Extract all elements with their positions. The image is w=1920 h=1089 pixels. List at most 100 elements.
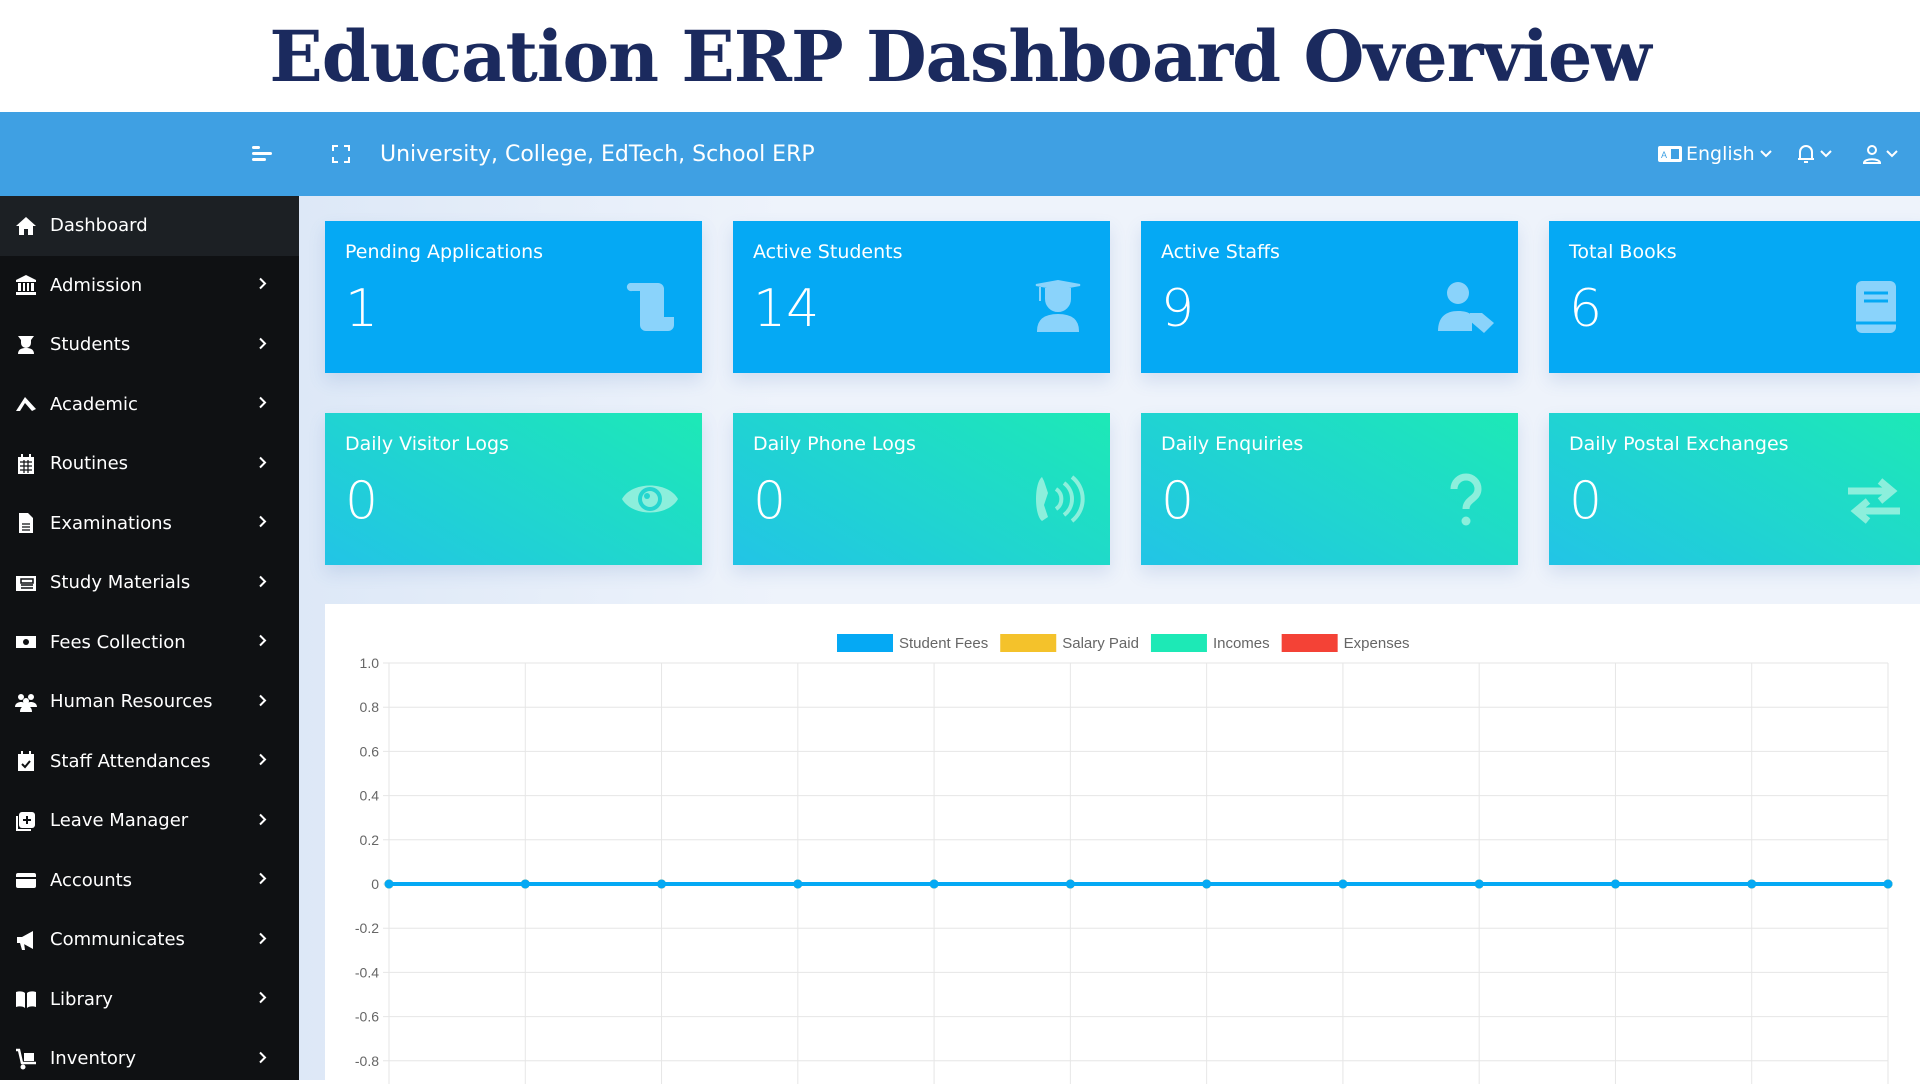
sidebar-item-label: Examinations <box>50 512 172 534</box>
chevron-right-icon <box>258 870 268 891</box>
stat-card-value: 0 <box>753 471 787 531</box>
stat-card-daily-phone-logs[interactable]: Daily Phone Logs 0 <box>733 413 1110 565</box>
university-icon <box>0 274 50 296</box>
legend-swatch[interactable] <box>1150 634 1207 652</box>
data-point[interactable] <box>793 879 803 889</box>
eye-icon <box>622 485 678 513</box>
sidebar-item-label: Staff Attendances <box>50 750 211 772</box>
user-icon <box>1862 145 1882 164</box>
line-chart: 1.0 0.8 0.6 0.4 0.2 0 -0.2 -0.4 -0.6 -0.8 Student … <box>355 634 1893 1084</box>
file-icon <box>0 512 50 534</box>
legend-label[interactable]: Expenses <box>1344 635 1410 652</box>
stat-card-active-students[interactable]: Active Students 14 <box>733 221 1110 373</box>
page-title: Education ERP Dashboard Overview <box>269 14 1651 98</box>
legend-label[interactable]: Student Fees <box>899 635 988 652</box>
fullscreen-icon[interactable] <box>330 112 352 196</box>
sidebar-item-students[interactable]: Students <box>0 315 299 375</box>
stat-card-title: Daily Enquiries <box>1161 433 1304 455</box>
bullhorn-icon <box>0 929 50 951</box>
user-menu-button[interactable] <box>1862 112 1899 196</box>
y-tick-label: -0.4 <box>355 964 379 980</box>
calendar-check-icon <box>0 750 50 772</box>
chevron-right-icon <box>258 513 268 534</box>
stat-card-value: 9 <box>1161 279 1195 339</box>
data-point[interactable] <box>1338 879 1348 889</box>
stat-card-daily-enquiries[interactable]: Daily Enquiries 0 <box>1141 413 1518 565</box>
language-dropdown[interactable]: A English <box>1658 112 1773 196</box>
stat-card-value: 0 <box>1569 471 1603 531</box>
language-label: English <box>1686 143 1755 165</box>
y-tick-label: 0.6 <box>360 743 380 759</box>
graduate-icon <box>1035 279 1081 332</box>
sidebar-item-inventory[interactable]: Inventory <box>0 1029 299 1089</box>
sidebar-item-library[interactable]: Library <box>0 970 299 1030</box>
sidebar-item-label: Students <box>50 334 131 356</box>
data-point[interactable] <box>384 879 394 889</box>
stat-card-active-staffs[interactable]: Active Staffs 9 <box>1141 221 1518 373</box>
finance-chart-panel: 1.0 0.8 0.6 0.4 0.2 0 -0.2 -0.4 -0.6 -0.8 Student … <box>325 604 1920 1084</box>
legend-label[interactable]: Incomes <box>1213 635 1270 652</box>
sidebar-item-study-materials[interactable]: Study Materials <box>0 553 299 613</box>
chevron-down-icon <box>1820 150 1832 158</box>
sidebar-item-admission[interactable]: Admission <box>0 256 299 316</box>
data-point[interactable] <box>1610 879 1620 889</box>
notifications-button[interactable] <box>1796 112 1833 196</box>
chevron-right-icon <box>258 453 268 474</box>
stat-card-total-books[interactable]: Total Books 6 <box>1549 221 1920 373</box>
y-tick-label: 0.2 <box>360 832 380 848</box>
svg-text:A: A <box>1661 150 1667 160</box>
data-point[interactable] <box>1065 879 1075 889</box>
data-point[interactable] <box>1202 879 1212 889</box>
sidebar-item-communicates[interactable]: Communicates <box>0 910 299 970</box>
stat-card-value: 6 <box>1569 279 1603 339</box>
data-point[interactable] <box>520 879 530 889</box>
data-point[interactable] <box>1883 879 1893 889</box>
data-point[interactable] <box>1474 879 1484 889</box>
sidebar-item-dashboard[interactable]: Dashboard <box>0 196 299 256</box>
sidebar-item-label: Accounts <box>50 869 133 891</box>
y-tick-label: 1.0 <box>360 655 380 671</box>
sidebar-item-routines[interactable]: Routines <box>0 434 299 494</box>
sidebar-item-leave-manager[interactable]: Leave Manager <box>0 791 299 851</box>
data-point[interactable] <box>657 879 667 889</box>
stat-card-value: 0 <box>1161 471 1195 531</box>
user-tag-icon <box>1438 282 1494 333</box>
y-tick-label: -0.8 <box>355 1053 379 1069</box>
legend-label[interactable]: Salary Paid <box>1062 635 1139 652</box>
stat-card-title: Active Students <box>753 241 903 263</box>
legend-swatch[interactable] <box>837 634 893 652</box>
data-point[interactable] <box>929 879 939 889</box>
stat-card-pending-applications[interactable]: Pending Applications 1 <box>325 221 702 373</box>
chevron-right-icon <box>258 275 268 296</box>
sidebar-item-label: Inventory <box>50 1048 136 1070</box>
data-point[interactable] <box>1747 879 1757 889</box>
legend-swatch[interactable] <box>1000 634 1057 652</box>
sidebar-item-label: Human Resources <box>50 691 213 713</box>
stat-card-title: Active Staffs <box>1161 241 1280 263</box>
top-navbar: University, College, EdTech, School ERP … <box>0 112 1920 196</box>
y-tick-label: -0.2 <box>355 920 379 936</box>
y-tick-label: 0.4 <box>360 788 380 804</box>
sidebar-item-staff-attendances[interactable]: Staff Attendances <box>0 732 299 792</box>
language-icon: A <box>1658 146 1682 162</box>
legend-swatch[interactable] <box>1281 634 1338 652</box>
y-tick-label: 0 <box>371 876 379 892</box>
stat-card-daily-postal-exchanges[interactable]: Daily Postal Exchanges 0 <box>1549 413 1920 565</box>
bell-icon <box>1798 145 1814 163</box>
chevron-right-icon <box>258 929 268 950</box>
sidebar-item-human-resources[interactable]: Human Resources <box>0 672 299 732</box>
chevron-right-icon <box>258 572 268 593</box>
sidebar-item-fees-collection[interactable]: Fees Collection <box>0 613 299 673</box>
money-icon <box>0 631 50 653</box>
sidebar-item-label: Routines <box>50 453 129 475</box>
stat-card-daily-visitor-logs[interactable]: Daily Visitor Logs 0 <box>325 413 702 565</box>
menu-toggle-icon[interactable] <box>250 112 274 196</box>
sidebar-item-label: Library <box>50 988 113 1010</box>
sidebar-item-academic[interactable]: Academic <box>0 375 299 435</box>
sidebar-item-examinations[interactable]: Examinations <box>0 494 299 554</box>
stat-card-title: Total Books <box>1569 241 1677 263</box>
sidebar-item-accounts[interactable]: Accounts <box>0 851 299 911</box>
sidebar-item-label: Dashboard <box>50 215 148 237</box>
sidebar-item-label: Fees Collection <box>50 631 186 653</box>
stat-card-title: Pending Applications <box>345 241 544 263</box>
